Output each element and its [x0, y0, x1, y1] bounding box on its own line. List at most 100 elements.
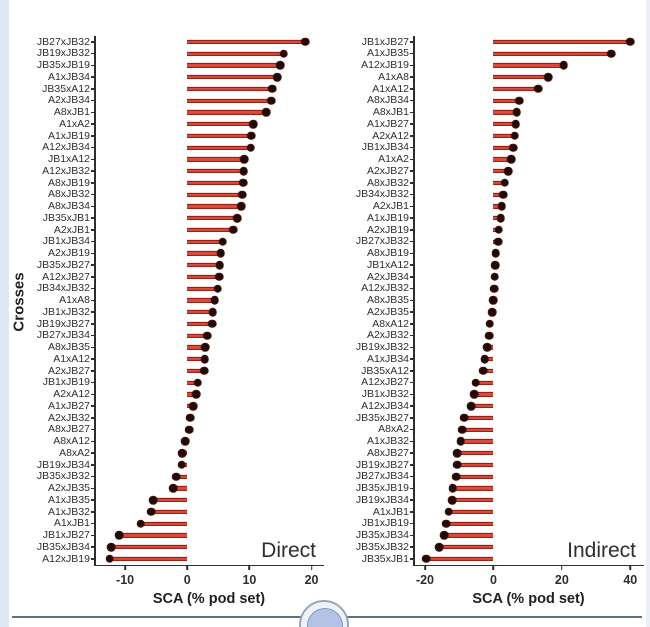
lollipop-row: A2xJB34 — [336, 271, 644, 283]
y-axis-tick — [91, 417, 94, 419]
lollipop-track — [413, 424, 644, 436]
lollipop-dot — [447, 495, 457, 505]
lollipop-stem — [187, 310, 213, 315]
lollipop-stem — [187, 380, 198, 385]
lollipop-dot — [240, 155, 249, 164]
cross-label: A2xJB1 — [372, 200, 409, 213]
cross-label: JB19xJB32 — [36, 47, 90, 60]
y-axis-tick — [91, 546, 94, 548]
y-axis-tick — [91, 334, 94, 337]
lollipop-track — [413, 236, 644, 248]
lollipop-dot — [448, 484, 457, 493]
lollipop-row: A1xJB34 — [336, 353, 644, 365]
lollipop-stem — [439, 545, 494, 550]
lollipop-dot — [512, 108, 521, 117]
lollipop-row: JB1xA12 — [26, 154, 324, 166]
lollipop-stem — [493, 86, 538, 91]
lollipop-dot — [186, 413, 195, 423]
lollipop-stem — [187, 157, 245, 162]
lollipop-row: A8xA2 — [336, 424, 644, 436]
lollipop-stem — [176, 474, 188, 479]
cross-label: A2xJB32 — [366, 329, 409, 342]
cross-label: JB19xJB34 — [355, 493, 409, 506]
y-axis-tick — [91, 464, 94, 466]
y-axis-tick — [91, 158, 94, 161]
lollipop-row: A12xJB32 — [336, 283, 644, 295]
lollipop-dot — [543, 72, 553, 82]
cross-label: A2xJB1 — [53, 223, 90, 236]
lollipop-track — [413, 48, 644, 60]
x-axis-tick — [424, 565, 426, 571]
panel-indirect: JB1xJB27 A1xJB35 A12xJB19 A1xA8 A1xA12 A8xJB3… — [336, 36, 644, 607]
cross-label: A1xA8 — [59, 294, 90, 307]
lollipop-track — [94, 201, 324, 213]
lollipop-track — [94, 494, 324, 506]
lollipop-stem — [460, 439, 494, 444]
lollipop-dot — [148, 495, 158, 505]
cross-label: A1xJB27 — [47, 399, 90, 412]
x-axis-tick-label: 40 — [623, 572, 638, 587]
lollipop-dot — [506, 155, 516, 164]
lollipop-dot — [191, 390, 201, 399]
lollipop-row: A8xA12 — [26, 436, 324, 448]
y-axis-tick — [91, 534, 94, 537]
lollipop-stem — [109, 556, 188, 561]
lollipop-track — [413, 318, 644, 330]
x-axis-tick-label: 20 — [554, 572, 569, 587]
x-axis-tick — [629, 565, 632, 571]
lollipop-dot — [478, 366, 488, 376]
lollipop-stem — [426, 556, 494, 561]
cross-label: JB1xJB27 — [361, 35, 409, 48]
lollipop-row: A12xJB34 — [336, 400, 644, 412]
lollipop-dot — [107, 542, 116, 552]
x-axis-title: SCA (% pod set) — [152, 590, 266, 607]
y-axis-tick — [410, 299, 413, 302]
lollipop-dot — [210, 296, 219, 305]
lollipop-track — [94, 71, 324, 83]
y-axis-tick — [91, 41, 94, 43]
y-axis-tick — [410, 111, 413, 114]
cross-label: A8xA12 — [53, 435, 90, 448]
y-axis-tick — [91, 99, 94, 102]
lollipop-stem — [187, 133, 252, 138]
cross-label: JB27xJB32 — [36, 35, 90, 48]
cross-label: JB27xJB34 — [355, 470, 409, 483]
lollipop-row: A2xJB34 — [26, 95, 324, 107]
lollipop-stem — [187, 345, 206, 350]
cross-label: A1xJB35 — [366, 47, 409, 60]
lollipop-track — [94, 530, 324, 542]
lollipop-row: JB1xJB32 — [336, 389, 644, 401]
y-axis-tick — [410, 76, 413, 78]
lollipop-row: A1xA2 — [336, 154, 644, 166]
lollipop-row: A1xA8 — [26, 295, 324, 307]
cross-label: A1xJB19 — [47, 129, 90, 142]
cross-label: A2xJB27 — [47, 364, 90, 377]
lollipop-dot — [168, 484, 178, 493]
lollipop-row: A1xJB27 — [26, 400, 324, 412]
lollipop-track — [413, 553, 644, 565]
lollipop-stem — [187, 333, 208, 338]
lollipop-dot — [199, 366, 209, 376]
y-axis-tick — [410, 193, 413, 196]
cross-label: JB27xJB32 — [355, 235, 409, 248]
lollipop-dot — [268, 84, 277, 94]
lollipop-dot — [559, 61, 568, 70]
y-axis-tick — [410, 475, 413, 478]
lollipop-track — [413, 283, 644, 295]
y-axis-tick — [410, 558, 413, 560]
lollipop-row: A2xA12 — [26, 389, 324, 401]
lollipop-track — [94, 259, 324, 271]
lollipop-row: A1xJB34 — [26, 71, 324, 83]
lollipop-stem — [463, 415, 494, 420]
y-axis-tick — [91, 511, 94, 513]
lollipop-track — [413, 389, 644, 401]
lollipop-dot — [115, 531, 124, 540]
y-axis-tick — [410, 99, 413, 102]
lollipop-track — [413, 224, 644, 236]
y-axis-tick — [91, 487, 94, 490]
lollipop-row: JB35xJB19 — [336, 483, 644, 495]
lollipop-dot — [215, 260, 224, 270]
lollipop-dot — [489, 284, 499, 293]
x-axis-tick-label: -20 — [415, 572, 435, 587]
